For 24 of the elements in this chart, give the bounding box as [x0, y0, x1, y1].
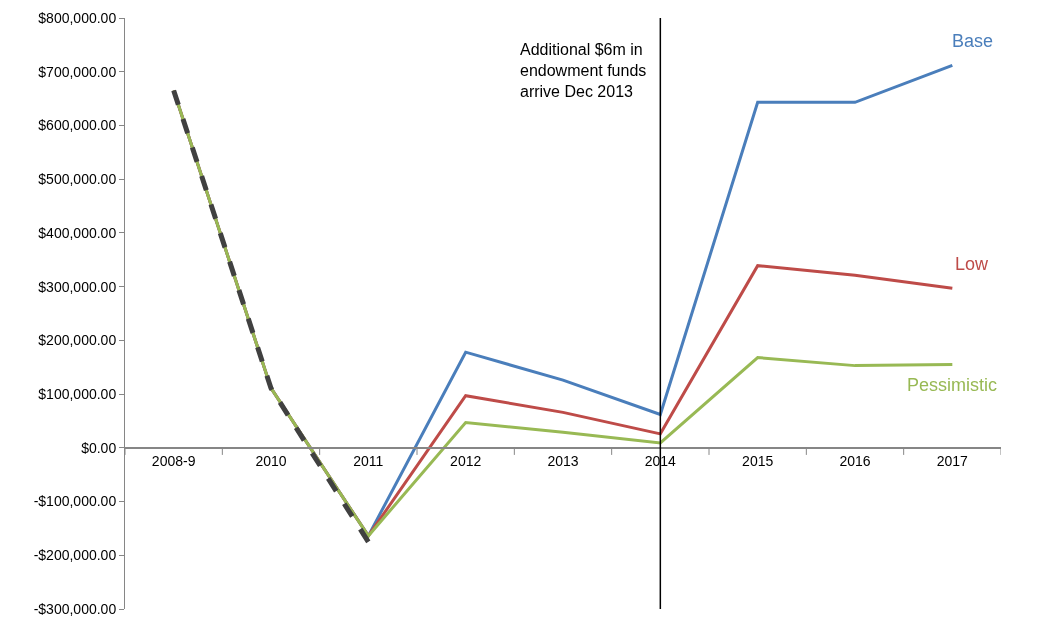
y-tick-label: $500,000.00 — [38, 171, 117, 188]
y-tick-label: $700,000.00 — [38, 63, 117, 80]
y-tick-label: $800,000.00 — [38, 9, 117, 26]
y-tick-label: $100,000.00 — [38, 385, 117, 402]
x-tick-label: 2015 — [742, 452, 774, 469]
x-tick-label: 2008-9 — [151, 452, 196, 469]
x-tick-label: 2012 — [450, 452, 482, 469]
y-tick-label: -$200,000.00 — [33, 547, 117, 564]
x-tick-label: 2011 — [353, 452, 384, 469]
series-label: Pessimistic — [907, 375, 998, 395]
x-tick-label: 2017 — [936, 452, 969, 469]
x-tick-label: 2016 — [839, 452, 871, 469]
y-tick-label: $400,000.00 — [38, 224, 117, 241]
y-tick-label: $200,000.00 — [38, 332, 117, 349]
y-tick-label: $300,000.00 — [38, 278, 117, 295]
y-tick-label: $0.00 — [81, 439, 117, 456]
x-tick-label: 2013 — [547, 452, 579, 469]
y-tick-label: -$300,000.00 — [33, 600, 117, 617]
x-tick-label: 2010 — [255, 452, 287, 469]
series-label: Base — [952, 31, 994, 51]
y-tick-label: -$100,000.00 — [33, 493, 117, 510]
series-label: Low — [955, 254, 990, 274]
y-tick-label: $600,000.00 — [38, 117, 117, 134]
annotation: Additional $6m in endowment funds arrive Dec 2013 — [520, 41, 647, 100]
